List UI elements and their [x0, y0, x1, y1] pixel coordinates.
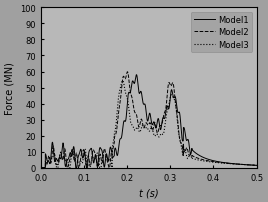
Model1	[117, 143, 121, 145]
Model3	[167, 106, 170, 108]
Model1	[50, 144, 54, 146]
Model3	[39, 167, 43, 169]
Model3	[211, 161, 214, 163]
Model2	[199, 158, 202, 161]
Model1	[176, 112, 180, 114]
Model3	[255, 164, 258, 167]
Model1	[255, 164, 258, 167]
X-axis label: t (s): t (s)	[139, 187, 159, 197]
Line: Model1: Model1	[41, 75, 256, 168]
Model2	[167, 83, 170, 85]
Model2	[50, 155, 54, 158]
Model3	[117, 93, 121, 96]
Model2	[211, 160, 214, 163]
Model2	[39, 167, 43, 169]
Line: Model3: Model3	[41, 81, 256, 168]
Y-axis label: Force (MN): Force (MN)	[5, 62, 15, 114]
Model1	[167, 108, 170, 110]
Model3	[121, 80, 124, 82]
Model1	[39, 167, 43, 169]
Model1	[211, 159, 214, 162]
Model2	[255, 164, 258, 167]
Model2	[117, 108, 121, 110]
Line: Model2: Model2	[41, 72, 256, 168]
Model2	[126, 71, 129, 74]
Model3	[50, 158, 54, 160]
Model1	[135, 74, 138, 77]
Legend: Model1, Model2, Model3: Model1, Model2, Model3	[191, 13, 252, 53]
Model3	[176, 127, 180, 130]
Model1	[199, 155, 202, 158]
Model3	[199, 159, 202, 162]
Model2	[176, 123, 180, 125]
